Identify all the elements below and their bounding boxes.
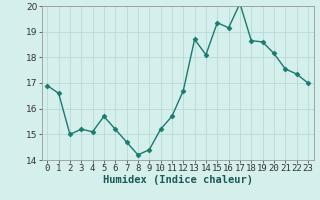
X-axis label: Humidex (Indice chaleur): Humidex (Indice chaleur) <box>103 175 252 185</box>
